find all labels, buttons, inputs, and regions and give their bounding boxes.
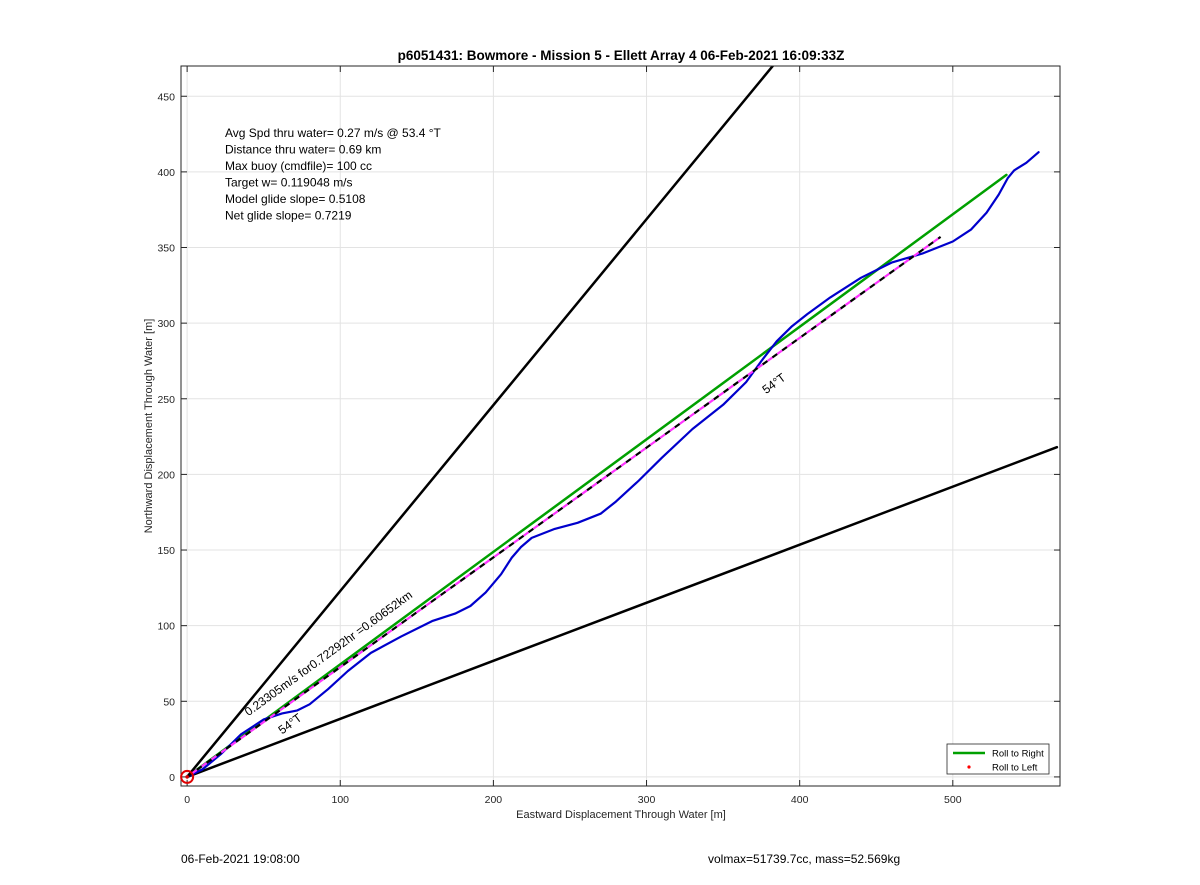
start-marker-dot	[185, 775, 189, 779]
axes-box	[180, 65, 1061, 787]
series-line-4	[186, 236, 942, 778]
info-line: Avg Spd thru water= 0.27 m/s @ 53.4 °T	[225, 126, 442, 140]
series-line-3	[186, 151, 1040, 779]
legend-swatch-dot	[967, 765, 971, 769]
info-line: Net glide slope= 0.7219	[225, 209, 352, 223]
x-tick-label: 100	[331, 794, 349, 806]
x-tick-label: 400	[791, 794, 809, 806]
x-axis-label: Eastward Displacement Through Water [m]	[516, 809, 726, 821]
y-tick-label: 450	[157, 91, 175, 103]
y-tick-label: 50	[163, 696, 175, 708]
y-axis-label: Northward Displacement Through Water [m]	[143, 319, 155, 534]
y-tick-label: 150	[157, 545, 175, 557]
info-line: Model glide slope= 0.5108	[225, 192, 366, 206]
legend-box	[946, 743, 1050, 775]
series-line-2	[185, 445, 1059, 779]
footer-timestamp: 06-Feb-2021 19:08:00	[181, 852, 300, 866]
legend: Roll to Right Roll to Left	[946, 743, 1050, 775]
info-line: Max buoy (cmdfile)= 100 cc	[225, 159, 372, 173]
footer-vehicle-info: volmax=51739.7cc, mass=52.569kg	[708, 852, 901, 866]
y-tick-label: 250	[157, 394, 175, 406]
y-tick-label: 0	[169, 772, 175, 784]
series-line	[185, 173, 1008, 779]
grid	[181, 66, 1060, 786]
chart-title: p6051431: Bowmore - Mission 5 - Ellett A…	[398, 48, 845, 63]
info-line: Target w= 0.119048 m/s	[225, 176, 353, 190]
y-tick-label: 100	[157, 621, 175, 633]
axis-ticks: 0 100 200 300 400 500 0 50 100 150 200 250 300 350 400…	[157, 66, 1060, 806]
x-tick-label: 300	[638, 794, 656, 806]
y-tick-label: 200	[157, 469, 175, 481]
x-tick-label: 200	[485, 794, 503, 806]
annotation-label: 54°T	[760, 370, 789, 397]
legend-label: Roll to Left	[992, 763, 1038, 774]
y-tick-label: 350	[157, 243, 175, 255]
plot-area	[185, 66, 1059, 779]
start-marker	[180, 769, 195, 784]
info-line: Distance thru water= 0.69 km	[225, 143, 381, 157]
legend-label: Roll to Right	[992, 749, 1044, 760]
chart-title-group: p6051431: Bowmore - Mission 5 - Ellett A…	[398, 48, 845, 63]
y-tick-label: 300	[157, 318, 175, 330]
x-tick-label: 0	[184, 794, 190, 806]
x-tick-label: 500	[944, 794, 962, 806]
info-text-block: Avg Spd thru water= 0.27 m/s @ 53.4 °T Di…	[225, 126, 442, 223]
y-tick-label: 400	[157, 167, 175, 179]
series-line-5	[186, 236, 942, 778]
series-line-1	[185, 66, 775, 779]
